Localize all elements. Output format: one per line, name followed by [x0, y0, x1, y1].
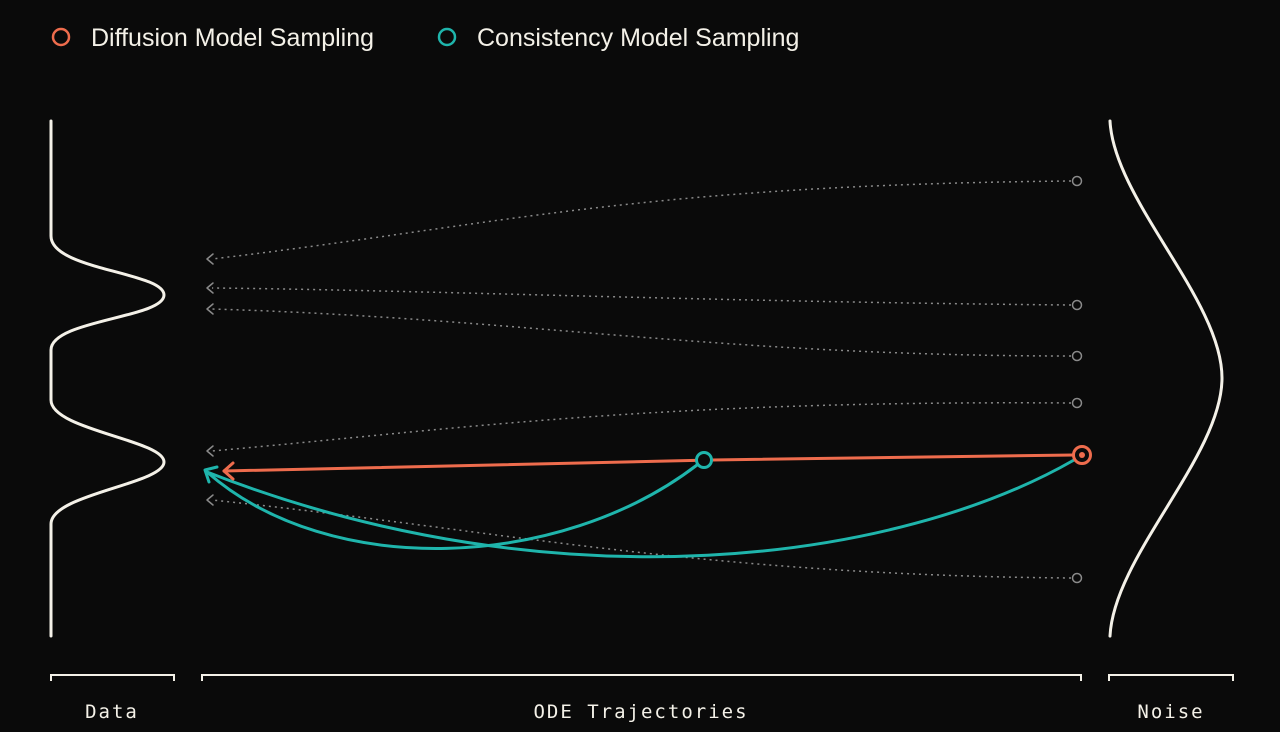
- diffusion-start-marker: [1072, 445, 1092, 465]
- trajectory-1-start: [1071, 175, 1083, 187]
- consistency-jumps: [203, 458, 1076, 559]
- trajectories-bracket: [201, 674, 1082, 681]
- trajectory-1: [211, 180, 1072, 260]
- trajectory-start-points: [1071, 175, 1083, 584]
- trajectory-5-start: [1071, 572, 1083, 584]
- trajectory-arrowheads: [206, 253, 214, 506]
- consistency-legend-label: Consistency Model Sampling: [477, 24, 799, 52]
- trajectory-3: [211, 308, 1072, 357]
- consistency-midpoint-marker: [695, 451, 713, 469]
- consistency-jump-from-noise: [205, 458, 1076, 559]
- diffusion-arrowhead: [222, 461, 235, 481]
- trajectory-4-start: [1071, 397, 1083, 409]
- consistency-arrowhead: [203, 465, 219, 484]
- noise-bracket: [1108, 674, 1234, 681]
- trajectories-label: ODE Trajectories: [533, 701, 748, 723]
- diffusion-trajectory-line: [222, 453, 1076, 473]
- trajectory-3-start: [1071, 350, 1083, 362]
- noise-label: Noise: [1137, 701, 1204, 723]
- data-bracket: [50, 674, 175, 681]
- consistency-jump-from-midpoint: [205, 463, 699, 550]
- trajectory-2: [211, 287, 1072, 306]
- trajectory-3-arrowhead: [206, 303, 214, 315]
- diffusion-legend-marker: [51, 27, 71, 47]
- data-distribution-curve: [49, 119, 166, 638]
- trajectory-2-start: [1071, 299, 1083, 311]
- data-label: Data: [85, 701, 139, 723]
- ode-trajectories: [211, 180, 1072, 579]
- trajectory-1-arrowhead: [206, 253, 214, 265]
- trajectory-4: [211, 402, 1072, 452]
- trajectory-5: [211, 499, 1072, 579]
- diffusion-legend-label: Diffusion Model Sampling: [91, 24, 374, 52]
- legend: Diffusion Model Sampling Consistency Mod…: [51, 24, 799, 52]
- trajectory-5-arrowhead: [206, 494, 214, 506]
- consistency-legend-marker: [437, 27, 457, 47]
- trajectory-4-arrowhead: [206, 445, 214, 457]
- noise-distribution-curve: [1108, 119, 1224, 638]
- section-brackets: [50, 674, 1234, 681]
- diffusion-path: [222, 453, 1076, 481]
- trajectory-2-arrowhead: [206, 282, 214, 294]
